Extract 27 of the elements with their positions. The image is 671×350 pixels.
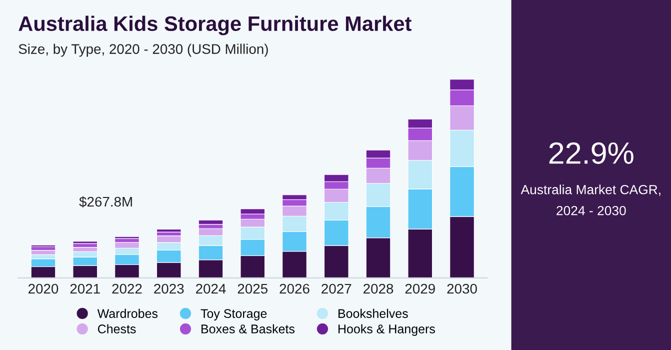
x-tick-label: 2028 [364, 284, 394, 294]
x-tick-label: 2027 [322, 284, 352, 294]
text: 2024 - 2030 [556, 206, 626, 216]
legend-label: Chests [98, 324, 136, 334]
bar [30, 250, 56, 255]
x-tick-label: 2026 [280, 284, 310, 294]
x-tick-label: 2020 [28, 284, 58, 294]
bar [198, 220, 224, 225]
x-tick-label: 2021 [70, 284, 100, 294]
chart-subtitle: Size, by Type, 2020 - 2030 (USD Million) [18, 44, 268, 57]
annotation: $267.8M [79, 196, 132, 208]
chart-title: Australia Kids Storage Furniture Market [18, 16, 412, 36]
x-tick-label: 2023 [154, 284, 184, 294]
legend-label: Hooks & Hangers [338, 324, 435, 336]
x-tick-label: 2024 [196, 284, 226, 294]
x-tick-label: 2030 [447, 284, 477, 294]
legend-label: Bookshelves [338, 308, 408, 318]
legend-label: Wardrobes [97, 308, 158, 318]
bar [72, 241, 98, 244]
legend-label: Toy Storage [200, 309, 267, 320]
text: Australia Market CAGR, [520, 184, 660, 196]
legend-label: Boxes & Baskets [202, 324, 295, 334]
x-tick-label: 2029 [405, 284, 435, 294]
bar [156, 228, 182, 232]
x-tick-label: 2025 [238, 284, 268, 294]
text: 22.9% [549, 142, 634, 164]
x-tick-label: 2022 [112, 284, 142, 294]
